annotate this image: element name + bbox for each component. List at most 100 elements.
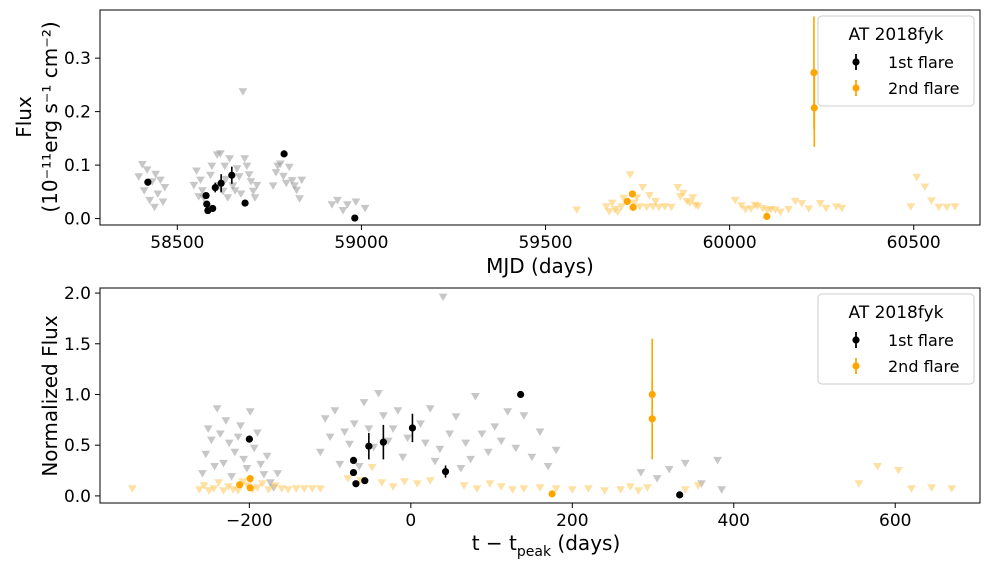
- upper-limit-orange-marker: [572, 206, 582, 214]
- upper-limit-gray-marker: [652, 475, 662, 483]
- 1st-flare-point: [144, 178, 152, 186]
- upper-limit-orange-marker: [797, 200, 807, 208]
- bottom-legend-label-1st: 1st flare: [888, 331, 954, 350]
- top-y-axis-label: Flux: [12, 96, 36, 138]
- 2nd-flare-point: [623, 197, 631, 206]
- upper-limit-orange-marker: [299, 485, 309, 493]
- upper-limit-orange-marker: [204, 487, 214, 495]
- upper-limit-gray-marker: [139, 187, 149, 195]
- upper-limit-gray-marker: [259, 471, 269, 479]
- upper-limit-orange-marker: [947, 485, 957, 493]
- upper-limit-gray-marker: [477, 430, 487, 438]
- upper-limit-gray-marker: [153, 190, 163, 198]
- upper-limit-orange-marker: [307, 485, 317, 493]
- 2nd-flare-point: [648, 378, 656, 460]
- upper-limit-gray-marker: [338, 207, 348, 215]
- upper-limit-orange-marker: [634, 487, 643, 495]
- upper-limit-orange-marker: [584, 485, 593, 493]
- bottom-legend-box: [817, 293, 975, 385]
- upper-limit-gray-marker: [215, 430, 225, 438]
- top-panel: 58500 59000 59500 60000 60500 0.0 0.1 0.2 0.3 M…: [12, 9, 981, 278]
- upper-limit-gray-marker: [242, 162, 252, 171]
- x-tick-label: −200: [226, 511, 273, 531]
- upper-limit-gray-marker: [451, 413, 461, 421]
- 2nd-flare-point: [628, 190, 637, 198]
- upper-limit-gray-marker: [253, 429, 262, 437]
- upper-limit-gray-marker: [664, 466, 674, 474]
- 1st-flare-point: [676, 491, 684, 499]
- bottom-plot-area: [127, 293, 957, 499]
- upper-limit-orange-marker: [617, 203, 626, 211]
- upper-limit-gray-marker: [287, 177, 297, 185]
- upper-limit-gray-marker: [496, 437, 506, 446]
- upper-limit-gray-marker: [364, 425, 374, 433]
- upper-limit-gray-marker: [466, 455, 475, 464]
- upper-limit-orange-marker: [485, 480, 495, 488]
- y-tick-label: 1.5: [64, 335, 91, 355]
- upper-limit-gray-marker: [198, 470, 207, 478]
- upper-limit-gray-marker: [265, 479, 275, 487]
- upper-limit-gray-marker: [218, 187, 228, 196]
- upper-limit-orange-marker: [367, 464, 377, 472]
- top-y-axis-units: (10⁻¹¹erg s⁻¹ cm⁻²): [38, 21, 62, 212]
- y-tick-label: 0.0: [64, 210, 91, 230]
- upper-limit-orange-marker: [635, 203, 645, 211]
- upper-limit-gray-marker: [461, 439, 471, 448]
- 1st-flare-marker: [228, 171, 236, 179]
- upper-limit-orange-marker: [758, 204, 768, 213]
- 2nd-flare-marker: [246, 484, 254, 492]
- upper-limit-gray-marker: [150, 203, 159, 212]
- bottom-axes-frame: [99, 287, 981, 504]
- upper-limit-gray-marker: [471, 393, 480, 401]
- upper-limit-gray-marker: [206, 171, 215, 180]
- 1st-flare-marker: [351, 214, 359, 222]
- upper-limit-orange-marker: [238, 478, 248, 486]
- upper-limit-orange-marker: [660, 203, 670, 211]
- upper-limit-gray-marker: [230, 187, 240, 195]
- upper-limit-orange-marker: [388, 483, 398, 491]
- upper-limit-orange-marker: [535, 484, 545, 492]
- upper-limit-orange-marker: [770, 206, 780, 214]
- upper-limit-gray-marker: [680, 459, 690, 468]
- upper-limit-gray-marker: [490, 423, 500, 431]
- upper-limit-orange-marker: [693, 202, 703, 211]
- upper-limit-orange-marker: [257, 480, 267, 488]
- 1st-flare-point: [211, 182, 219, 193]
- upper-limit-gray-marker: [189, 181, 199, 190]
- 2nd-flare-marker: [648, 415, 656, 423]
- upper-limit-orange-marker: [209, 485, 219, 493]
- upper-limit-gray-marker: [279, 172, 288, 181]
- 2nd-flare-marker: [548, 490, 556, 498]
- upper-limit-orange-marker: [927, 484, 936, 492]
- upper-limit-orange-marker: [377, 479, 387, 487]
- upper-limit-gray-marker: [435, 445, 445, 454]
- upper-limit-orange-marker: [291, 485, 301, 493]
- 1st-flare-point: [202, 191, 210, 200]
- x-tick-label: 0: [405, 511, 416, 531]
- 1st-flare-point: [245, 435, 253, 443]
- upper-limit-orange-marker: [685, 199, 695, 207]
- upper-limit-gray-marker: [543, 463, 553, 471]
- upper-limit-gray-marker: [445, 430, 454, 438]
- upper-limit-gray-marker: [145, 196, 155, 205]
- upper-limit-gray-marker: [252, 181, 262, 190]
- upper-limit-orange-marker: [613, 208, 623, 217]
- 1st-flare-marker: [365, 442, 373, 450]
- upper-limit-orange-marker: [194, 486, 204, 494]
- upper-limit-orange-marker: [343, 475, 353, 483]
- upper-limit-orange-marker: [912, 173, 922, 182]
- upper-limit-orange-marker: [199, 482, 209, 490]
- 1st-flare-point: [228, 166, 236, 184]
- upper-limit-orange-marker: [673, 184, 683, 192]
- y-tick-label: 0.1: [64, 156, 91, 176]
- upper-limit-gray-marker: [281, 179, 291, 188]
- upper-limit-gray-marker: [360, 204, 370, 213]
- top-legend-label-1st: 1st flare: [888, 53, 954, 72]
- upper-limit-gray-marker: [158, 198, 168, 206]
- 2nd-flare-marker: [628, 190, 637, 198]
- upper-limit-orange-marker: [920, 183, 930, 191]
- upper-limit-gray-marker: [216, 150, 225, 158]
- upper-limit-orange-marker: [942, 203, 952, 212]
- top-axes-frame: [99, 9, 981, 226]
- upper-limit-orange-marker: [264, 486, 274, 494]
